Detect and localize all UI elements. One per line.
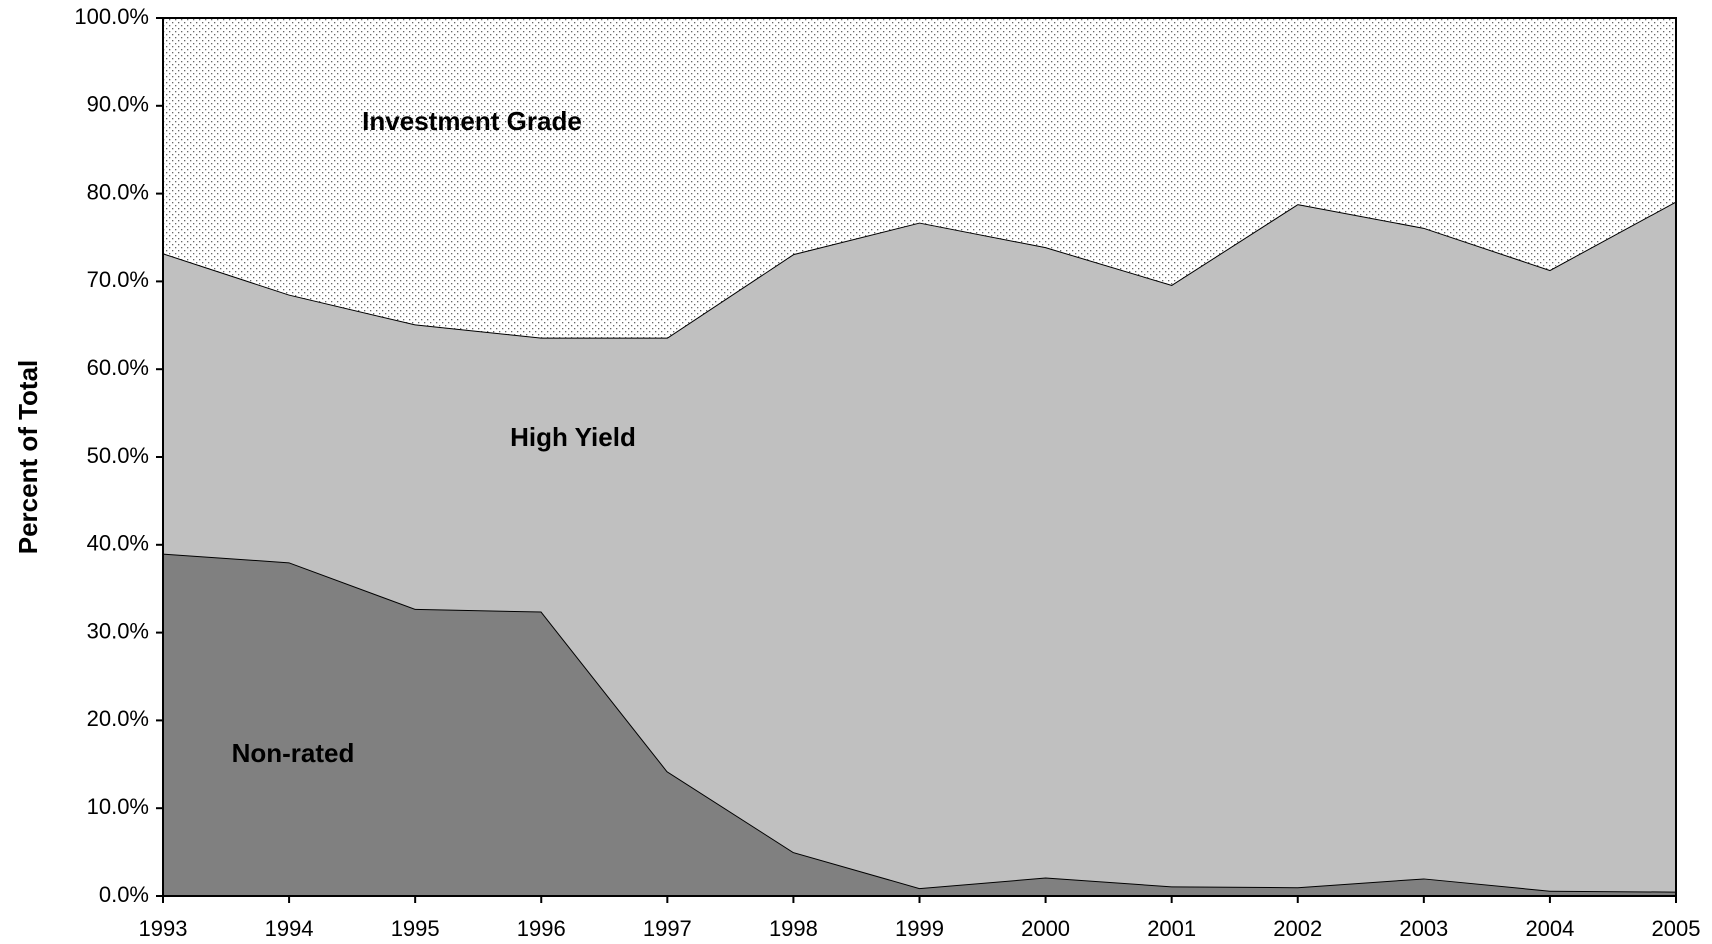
x-tick-label: 2000 <box>1021 916 1070 941</box>
area <box>163 201 1676 892</box>
y-tick-label: 60.0% <box>87 355 149 380</box>
area <box>163 553 1676 896</box>
y-tick-label: 10.0% <box>87 794 149 819</box>
x-tick-label: 1995 <box>391 916 440 941</box>
y-tick-label: 70.0% <box>87 267 149 292</box>
x-tick-label: 1999 <box>895 916 944 941</box>
y-tick-label: 100.0% <box>74 4 149 29</box>
y-tick-label: 0.0% <box>99 882 149 907</box>
y-axis-label: Percent of Total <box>13 360 43 555</box>
y-tick-label: 20.0% <box>87 706 149 731</box>
series-label: High Yield <box>510 422 636 452</box>
x-tick-label: 2005 <box>1652 916 1701 941</box>
series-label: Investment Grade <box>362 106 582 136</box>
x-tick-label: 1994 <box>265 916 314 941</box>
x-tick-label: 2003 <box>1399 916 1448 941</box>
x-tick-label: 1998 <box>769 916 818 941</box>
y-tick-label: 80.0% <box>87 179 149 204</box>
y-tick-label: 40.0% <box>87 531 149 556</box>
x-tick-label: 2001 <box>1147 916 1196 941</box>
y-tick-label: 30.0% <box>87 618 149 643</box>
area <box>163 18 1676 338</box>
series-label: Non-rated <box>232 738 355 768</box>
x-tick-label: 1996 <box>517 916 566 941</box>
x-tick-label: 1993 <box>139 916 188 941</box>
x-tick-label: 2002 <box>1273 916 1322 941</box>
x-tick-label: 1997 <box>643 916 692 941</box>
x-tick-label: 2004 <box>1525 916 1574 941</box>
y-tick-label: 90.0% <box>87 92 149 117</box>
y-tick-label: 50.0% <box>87 443 149 468</box>
